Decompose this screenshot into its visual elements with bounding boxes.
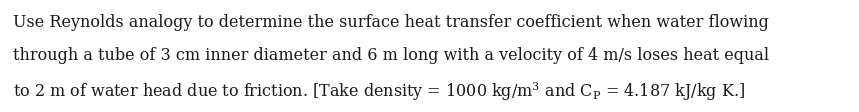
Text: Use Reynolds analogy to determine the surface heat transfer coefficient when wat: Use Reynolds analogy to determine the su…	[13, 14, 769, 31]
Text: through a tube of 3 cm inner diameter and 6 m long with a velocity of 4 m/s lose: through a tube of 3 cm inner diameter an…	[13, 47, 769, 65]
Text: to 2 m of water head due to friction. [Take density = 1000 kg/m$^{\mathregular{3: to 2 m of water head due to friction. [T…	[13, 81, 745, 103]
